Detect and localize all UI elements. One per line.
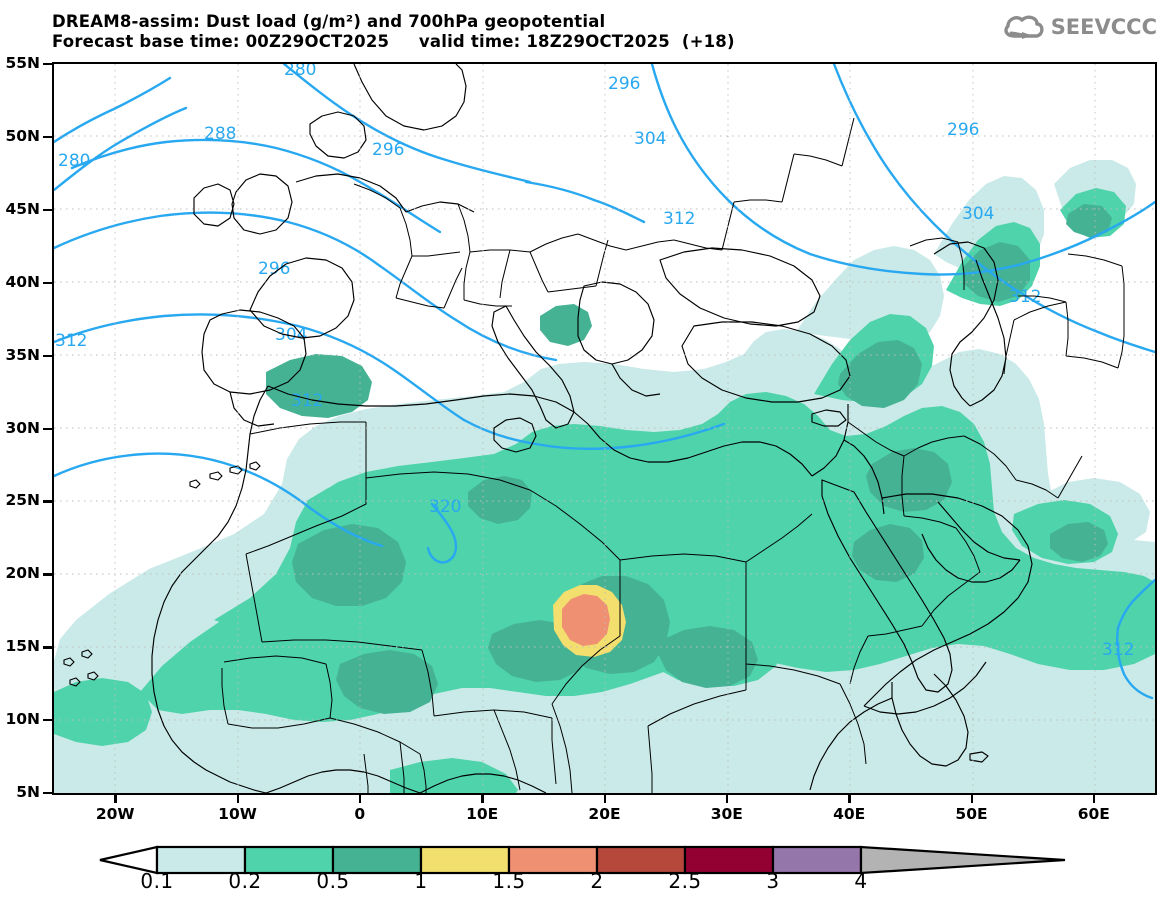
y-tick-label: 55N: [5, 54, 40, 72]
y-tick-label: 25N: [5, 491, 40, 510]
x-tick-label: 20E: [588, 805, 621, 823]
y-tick-label: 40N: [5, 272, 40, 291]
country-borders: [221, 117, 1125, 793]
dust-hotspot: [553, 576, 670, 674]
cbar-band-5: [595, 845, 687, 875]
contour-label-288: 288: [204, 124, 236, 144]
x-tick-label: 0: [354, 805, 366, 823]
y-tick-mark: [43, 135, 52, 139]
x-tick-mark: [481, 795, 484, 803]
colorbar: 0.1 0.2 0.5 1 1.5 2 2.5 3 4: [0, 843, 1165, 907]
logo-text: SEEVCCC: [1050, 15, 1157, 39]
colorbar-tick-label: 1.5: [492, 869, 526, 893]
cbar-band-3: [419, 845, 511, 875]
colorbar-tick-label: 2.5: [668, 869, 702, 893]
x-tick-label: 60E: [1077, 805, 1110, 823]
y-tick-mark: [43, 427, 52, 430]
contour-label-312c: 312: [291, 391, 323, 411]
contour-label-280: 280: [58, 151, 90, 171]
y-tick-mark: [43, 281, 52, 285]
y-tick-mark: [43, 354, 52, 357]
x-tick-label: 10E: [466, 805, 499, 823]
colorbar-tick-label: 1: [414, 869, 428, 893]
contour-label-296: 296: [372, 140, 404, 160]
colorbar-bands: [99, 845, 1066, 875]
colorbar-tick-label: 0.2: [228, 869, 262, 893]
colorbar-tick-label: 2: [590, 869, 604, 893]
y-tick-label: 10N: [5, 710, 40, 729]
contour-label-320: 320: [429, 497, 461, 517]
colorbar-swatches: [99, 845, 1066, 875]
y-tick-label: 50N: [5, 126, 40, 145]
x-tick-label: 20W: [95, 805, 135, 823]
cbar-band-2: [331, 845, 423, 875]
y-tick-mark: [43, 63, 52, 66]
x-tick-label: 10W: [218, 805, 257, 823]
contour-label-280b: 280: [284, 64, 316, 80]
colorbar-tick-label: 3: [766, 869, 780, 893]
cbar-band-0: [155, 845, 247, 875]
page-title: DREAM8-assim: Dust load (g/m²) and 700hP…: [52, 12, 606, 31]
x-tick-mark: [114, 795, 117, 803]
map-plot-area[interactable]: 280 280 288 296 296 296 304 296 304 312 …: [52, 62, 1157, 795]
graticule: [54, 64, 1155, 793]
contour-label-296d: 296: [258, 259, 290, 279]
x-tick-mark: [1092, 795, 1096, 803]
cloud-wind-icon: [1004, 15, 1044, 39]
geopotential-contours: [54, 64, 1155, 700]
cbar-band-7: [771, 845, 863, 875]
contour-labels: 280 280 288 296 296 296 304 296 304 312 …: [55, 64, 1134, 660]
cbar-band-6: [683, 845, 775, 875]
contour-label-296b: 296: [608, 74, 640, 94]
y-tick-label: 45N: [5, 199, 40, 218]
x-tick-label: 50E: [955, 805, 988, 823]
x-tick-label: 40E: [833, 805, 866, 823]
contour-label-312d: 312: [1009, 287, 1041, 307]
y-tick-mark: [43, 573, 52, 576]
map-canvas: 280 280 288 296 296 296 304 296 304 312 …: [54, 64, 1155, 793]
contour-label-312b: 312: [663, 209, 695, 229]
colorbar-tick-label: 0.5: [316, 869, 350, 893]
forecast-time-subtitle: Forecast base time: 00Z29OCT2025 valid t…: [52, 32, 735, 51]
x-tick-label: 30E: [710, 805, 743, 823]
y-tick-label: 20N: [5, 564, 40, 583]
x-tick-mark: [970, 795, 973, 803]
x-tick-mark: [236, 795, 239, 803]
y-tick-label: 15N: [5, 637, 40, 656]
contour-label-312e: 312: [1102, 640, 1134, 660]
seevccc-logo: SEEVCCC: [1002, 13, 1157, 41]
y-tick-label: 5N: [16, 783, 40, 801]
colorbar-tick-label: 4: [854, 869, 868, 893]
y-tick-mark: [43, 646, 52, 649]
colorbar-tick-label: 0.1: [140, 869, 174, 893]
y-tick-label: 35N: [5, 345, 40, 364]
y-tick-mark: [43, 208, 52, 212]
x-tick-mark: [358, 795, 362, 803]
cbar-over-arrow: [859, 845, 1066, 875]
contour-label-304c: 304: [275, 325, 307, 345]
contour-label-312: 312: [55, 331, 87, 351]
contour-label-304: 304: [634, 129, 666, 149]
y-tick-mark: [43, 500, 52, 503]
y-tick-mark: [43, 719, 52, 722]
x-tick-mark: [848, 795, 851, 803]
y-tick-mark: [43, 792, 52, 795]
x-tick-mark: [725, 795, 729, 803]
contour-label-304b: 304: [962, 204, 994, 224]
y-tick-label: 30N: [5, 418, 40, 437]
x-tick-mark: [603, 795, 606, 803]
contour-label-296c: 296: [947, 120, 979, 140]
